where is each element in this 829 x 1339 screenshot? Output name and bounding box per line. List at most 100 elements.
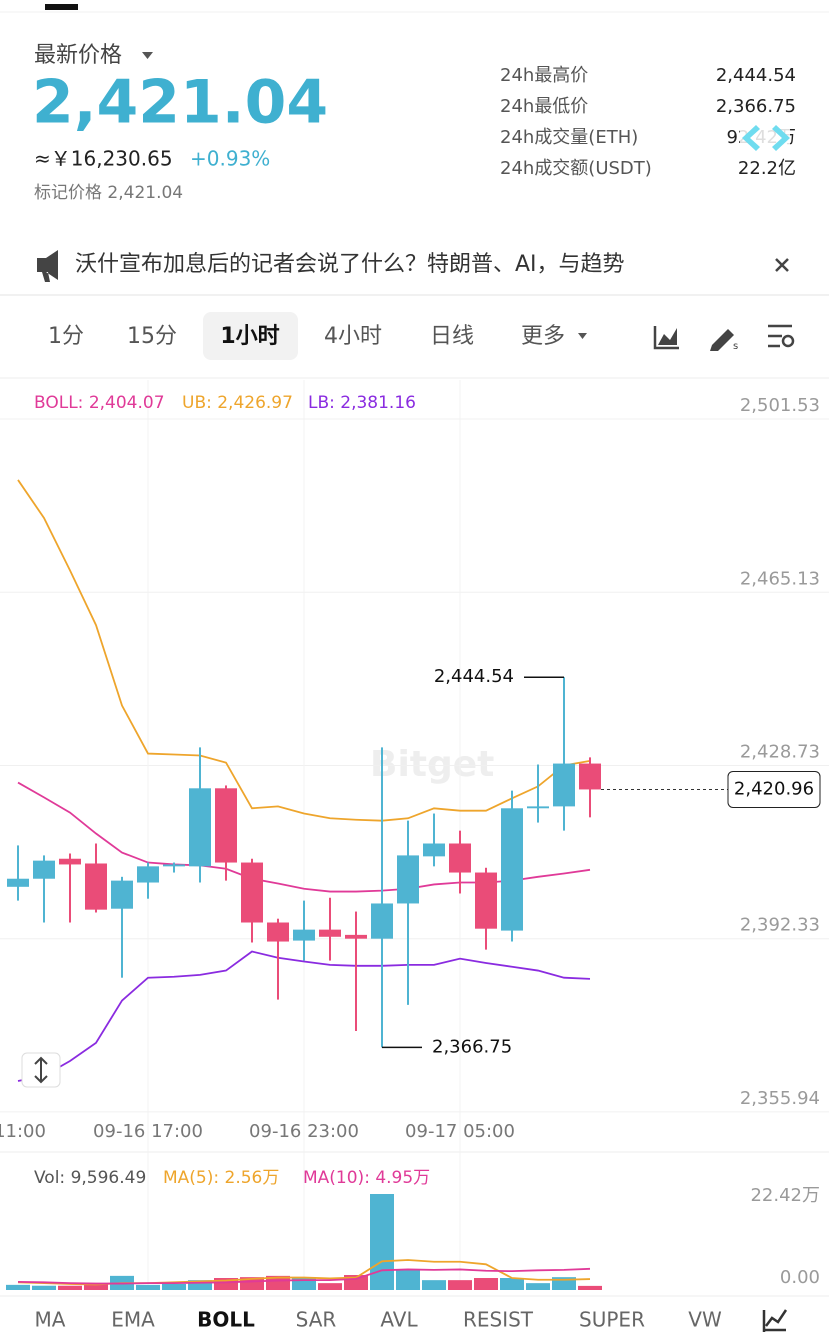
stat-label: 24h成交额(USDT) [500,158,652,179]
x-tick-label: 09-16 23:00 [249,1121,359,1142]
volume-bar [370,1194,394,1290]
y-tick-label: 22.42万 [750,1185,820,1206]
stat-label: 24h成交量(ETH) [500,127,638,148]
indicator-tab[interactable]: MA [35,1308,66,1332]
cny-price: ≈￥16,230.65 [34,147,173,171]
indicator-tab[interactable]: EMA [111,1308,155,1332]
candle-body [137,866,159,883]
stat-value: 22.2亿 [738,158,796,179]
candle-body [241,862,263,923]
news-text[interactable]: 沃什宣布加息后的记者会说了什么？特朗普、AI，与趋势 [75,252,625,277]
volume-bar [188,1280,212,1290]
indicator-tab[interactable]: BOLL [197,1308,255,1332]
x-tick-label: 11:00 [0,1121,46,1142]
y-tick-label: 2,465.13 [740,568,820,589]
svg-text:s: s [733,341,738,352]
more-arrow[interactable] [578,333,587,339]
chart-type-icon[interactable] [653,326,679,350]
timeframe-tab[interactable]: 15分 [127,324,177,349]
candle-body [293,929,315,941]
candle-body [163,864,185,867]
indicator-tab[interactable]: SUPER [579,1308,645,1332]
legend-entry: MA(10): 4.95万 [303,1168,430,1188]
x-tick-label: 09-17 05:00 [405,1121,515,1142]
volume-bar [266,1275,290,1290]
volume-bar [162,1284,186,1290]
candle-body [579,763,601,790]
scale-button[interactable] [21,1052,61,1088]
indicator-tab[interactable]: AVL [380,1308,418,1332]
candle-body [33,860,55,879]
volume-bar [292,1277,316,1290]
y-tick-label: 2,392.33 [740,915,820,936]
settings-icon[interactable] [768,324,795,348]
timeframe-tab[interactable]: 1小时 [220,324,279,349]
y-tick-label: 2,428.73 [740,741,820,762]
y-tick-label: 0.00 [780,1267,820,1288]
legend-entry: BOLL: 2,404.07 [34,393,165,413]
last-price-label: 2,420.96 [734,778,814,799]
legend-entry: UB: 2,426.97 [182,393,293,413]
candle-body [397,855,419,904]
timeframe-tab[interactable]: 更多 [521,324,565,349]
megaphone-icon [37,250,58,282]
candle-body [85,863,107,910]
stat-value: 2,444.54 [716,65,796,86]
stat-label: 24h最低价 [500,96,588,117]
volume-bar [396,1269,420,1290]
last-price: 2,421.04 [32,68,328,138]
volume-ma-line [17,1267,591,1285]
timeframe-tabs: 1分 15分 1小时 4小时 日线 更多 [48,324,565,349]
volume-bar [58,1285,82,1290]
candle-body [449,843,471,873]
y-tick-label: 2,501.53 [740,395,820,416]
volume-bar [526,1283,550,1290]
indicator-settings-icon[interactable] [762,1309,788,1332]
volume-bar [84,1284,108,1290]
candle-body [345,934,367,939]
tab-indicator [45,4,78,10]
mark-price: 标记价格 2,421.04 [34,183,183,203]
legend-entry: Vol: 9,596.49 [34,1168,146,1188]
draw-icon[interactable]: s [710,329,738,352]
candle-body [111,880,133,909]
candle-body [189,788,211,867]
boll-line [17,479,591,822]
stat-label: 24h最高价 [500,65,588,86]
timeframe-tab[interactable]: 1分 [48,324,84,349]
volume-bar [578,1285,602,1290]
indicator-tab[interactable]: VW [688,1308,722,1332]
volume-bar [448,1280,472,1290]
candle-body [475,872,497,929]
watermark: Bitget [370,744,494,785]
candle-body [501,808,523,931]
price-label[interactable]: 最新价格 [34,43,122,68]
candle-body [215,788,237,863]
legend-entry: LB: 2,381.16 [308,393,416,413]
volume-bar [136,1284,160,1290]
volume-bar [318,1283,342,1290]
timeframe-tab[interactable]: 日线 [430,324,474,349]
candle-body [553,763,575,807]
annotation-label: 2,366.75 [432,1036,512,1057]
price-chart: Bitget 2,501.53 2,465.13 2,428.73 2,392.33 2,… [0,380,829,1290]
candle-body [319,929,341,937]
indicator-tabs: MA EMA BOLL SAR AVL RESIST SUPER VW [35,1308,722,1332]
indicator-tab[interactable]: RESIST [463,1308,534,1332]
indicator-tab[interactable]: SAR [296,1308,337,1332]
volume-bar [214,1278,238,1290]
candle-body [527,806,549,809]
volume-bar [474,1278,498,1290]
dropdown-arrow[interactable] [142,52,153,59]
volume-bar [422,1280,446,1290]
boll-line [17,950,591,1082]
candle-body [423,843,445,857]
volume-bar [500,1278,524,1290]
timeframe-tab[interactable]: 4小时 [324,324,382,349]
close-icon[interactable] [775,258,789,272]
volume-bar [6,1284,30,1290]
overlay-icon[interactable] [740,122,790,154]
candle-body [371,903,393,939]
